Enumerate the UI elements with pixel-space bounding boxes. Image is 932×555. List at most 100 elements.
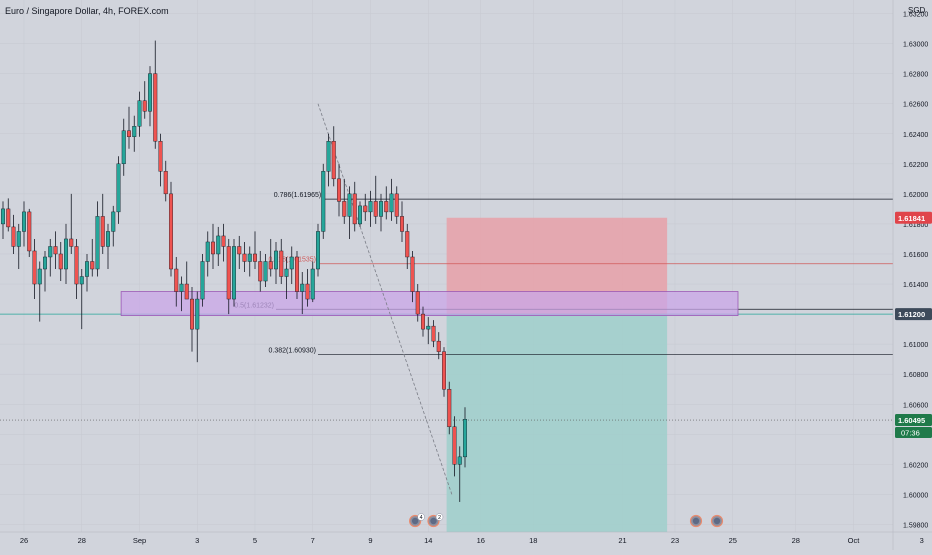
candle-body [415, 291, 420, 315]
price-axis-tick-label: 1.62000 [903, 192, 928, 199]
fib-level-label: 0.382(1.60930) [269, 348, 316, 355]
candle-body [358, 205, 363, 225]
candle-body [37, 268, 42, 285]
price-tag-label: 1.61841 [898, 214, 925, 223]
candle-body [11, 226, 16, 247]
price-axis-tick-label: 1.60200 [903, 462, 928, 469]
candle-body [247, 253, 252, 262]
candle-body [90, 261, 95, 270]
candle-body [379, 201, 384, 217]
candle-body [331, 141, 336, 180]
price-tag [895, 308, 932, 321]
candle-body [321, 171, 326, 232]
candle-body [384, 201, 389, 213]
time-axis-tick-label: 3 [920, 536, 924, 545]
price-axis-tick-label: 1.60600 [903, 402, 928, 409]
candle-body [6, 208, 11, 228]
candle-body [16, 231, 21, 247]
event-marker-dot [430, 517, 437, 525]
candle-body [27, 211, 32, 252]
candle-body [326, 141, 331, 172]
candle-body [279, 250, 284, 277]
event-marker-dot [713, 517, 721, 525]
candle-body [111, 211, 116, 232]
candle-body [268, 261, 273, 270]
candle-body [400, 216, 405, 232]
price-axis-tick-label: 1.61000 [903, 342, 928, 349]
candle-body [431, 325, 436, 342]
countdown-label: 07:36 [901, 429, 920, 438]
time-axis[interactable] [0, 532, 932, 550]
price-axis-tick-label: 1.61400 [903, 282, 928, 289]
candle-body [342, 201, 347, 217]
candle-body [231, 246, 236, 300]
candle-body [363, 205, 368, 213]
price-axis-tick-label: 1.61800 [903, 222, 928, 229]
candle-body [295, 256, 300, 292]
candle-body [126, 130, 131, 137]
candle-body [436, 340, 441, 352]
candle-body [168, 193, 173, 270]
candle-body [337, 178, 342, 202]
candle-body [310, 268, 315, 300]
candle-body [53, 246, 58, 255]
time-axis-tick-label: 7 [311, 536, 315, 545]
currency-label: SGD [908, 6, 926, 15]
candle-body [174, 268, 179, 292]
candle-body [121, 130, 126, 165]
price-tag [895, 414, 932, 427]
candle-body [195, 298, 200, 330]
candle-body [274, 250, 279, 270]
event-count-badge [435, 513, 444, 521]
price-tag [895, 211, 932, 224]
candle-body [69, 238, 74, 247]
price-tag-label: 1.61200 [898, 310, 925, 319]
candle-body [189, 298, 194, 330]
time-axis-tick-label: 23 [671, 536, 679, 545]
price-axis[interactable] [893, 0, 932, 550]
candle-body [22, 211, 27, 232]
candle-body [226, 246, 231, 300]
candle-body [205, 241, 210, 262]
candle-body [43, 256, 48, 270]
candle-body [305, 283, 310, 300]
time-axis-tick-label: 3 [195, 536, 199, 545]
candle-body [426, 325, 431, 330]
candle-body [352, 193, 357, 225]
fib-trendline[interactable] [317, 103, 453, 495]
candle-body [163, 171, 168, 195]
price-axis-tick-label: 1.63000 [903, 42, 928, 49]
candle-body [74, 246, 79, 285]
candle-body [252, 253, 257, 262]
candle-body [216, 235, 221, 255]
candle-body [221, 235, 226, 247]
time-axis-tick-label: 25 [729, 536, 737, 545]
event-marker-dot [692, 517, 700, 525]
support-zone[interactable] [120, 291, 739, 316]
take-profit-zone[interactable] [446, 314, 668, 532]
price-axis-tick-label: 1.59800 [903, 522, 928, 529]
candle-body [405, 231, 410, 258]
candle-body [463, 419, 468, 458]
candle-body [100, 216, 105, 247]
candle-body [158, 141, 163, 172]
candle-body [210, 241, 215, 255]
candle-body [347, 193, 352, 217]
price-axis-tick-label: 1.62200 [903, 162, 928, 169]
candle-body [289, 256, 294, 270]
time-axis-tick-label: 28 [78, 536, 86, 545]
time-axis-tick-label: 14 [424, 536, 432, 545]
candle-body [368, 201, 373, 213]
candle-body [410, 256, 415, 292]
time-axis-tick-label: 26 [20, 536, 28, 545]
candle-body [373, 201, 378, 217]
price-axis-tick-label: 1.62800 [903, 72, 928, 79]
time-axis-tick-label: 21 [618, 536, 626, 545]
candle-body [421, 313, 426, 330]
candle-body [132, 126, 137, 137]
price-axis-tick-label: 1.60800 [903, 372, 928, 379]
candle-body [48, 246, 53, 258]
chart-title: Euro / Singapore Dollar, 4h, FOREX.com [5, 6, 169, 16]
